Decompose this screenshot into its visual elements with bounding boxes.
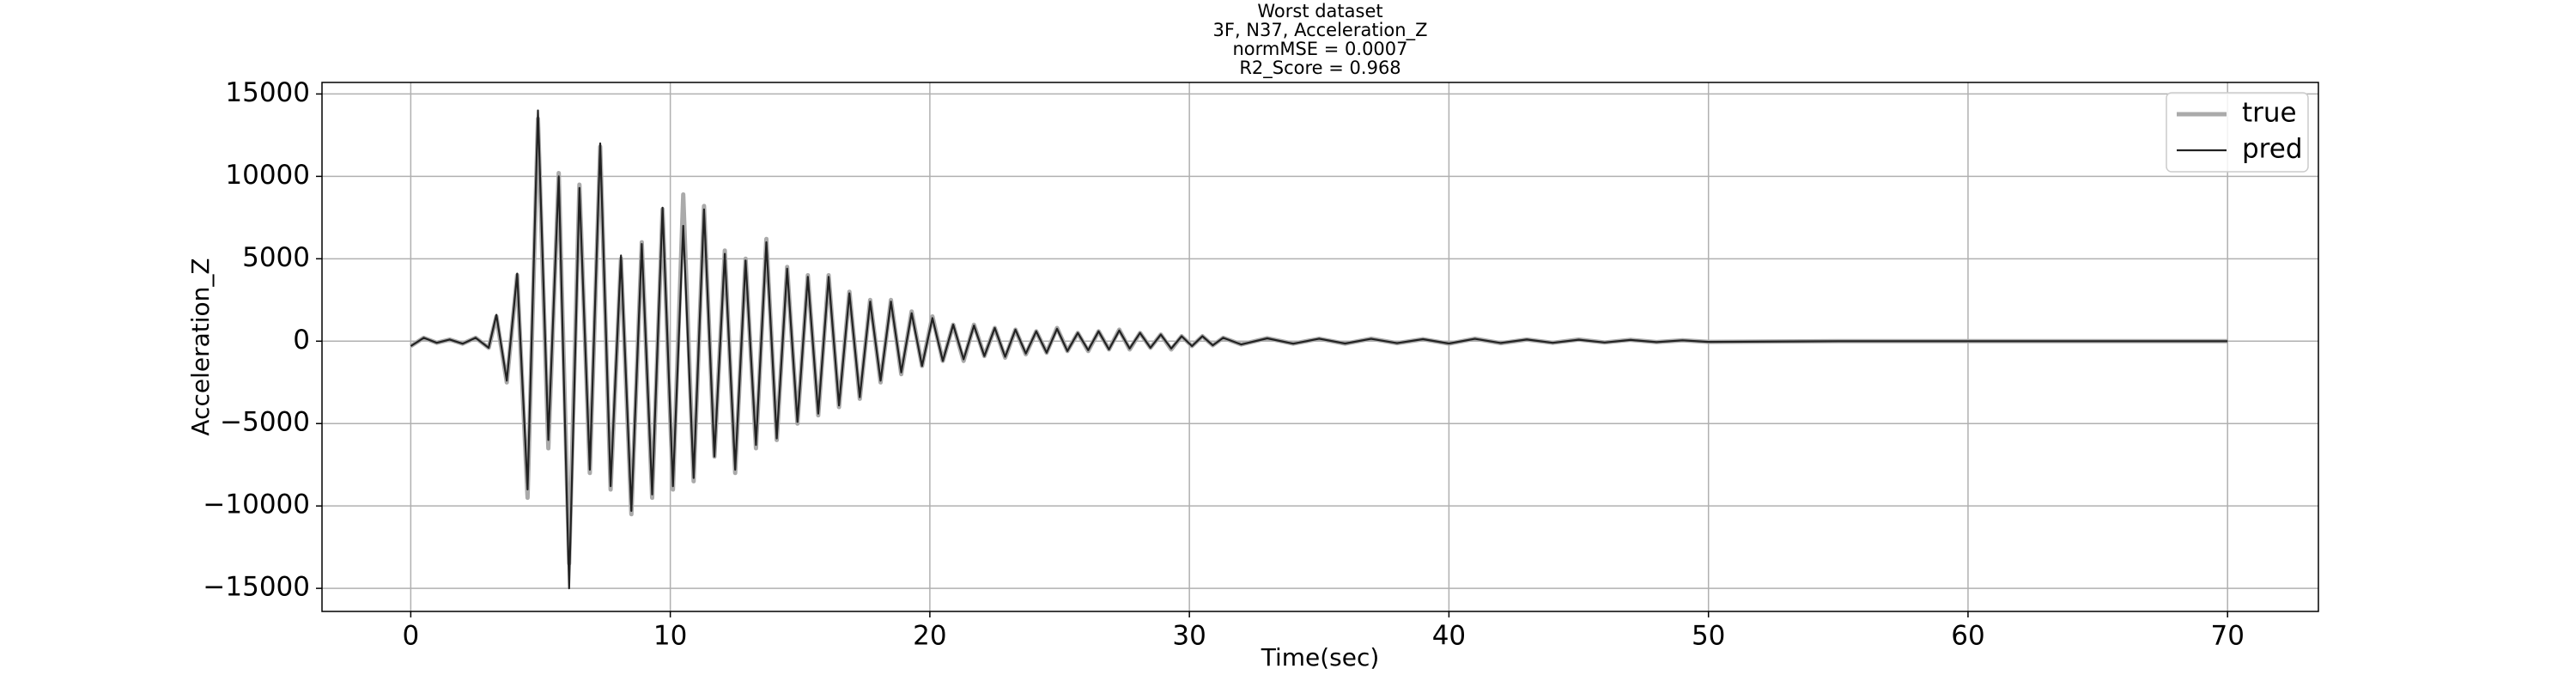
y-tick-label: −5000: [220, 407, 310, 438]
y-tick-label: 5000: [242, 242, 310, 273]
x-tick-label: 40: [1432, 621, 1466, 652]
series-line: [410, 109, 2228, 590]
y-tick-label: −10000: [203, 489, 310, 520]
x-tick-label: 70: [2210, 621, 2244, 652]
chart-title: Worst dataset: [1257, 1, 1382, 21]
chart-title: normMSE = 0.0007: [1232, 39, 1407, 59]
y-tick-label: 0: [293, 325, 310, 356]
x-axis-label: Time(sec): [1261, 643, 1380, 672]
chart-title: R2_Score = 0.968: [1239, 58, 1400, 79]
x-tick-label: 30: [1172, 621, 1206, 652]
x-tick-label: 60: [1951, 621, 1984, 652]
plot-frame: [321, 82, 2319, 612]
legend-label: true: [2242, 98, 2297, 129]
y-tick-label: 10000: [225, 160, 310, 191]
legend-label: pred: [2242, 134, 2303, 165]
x-tick-label: 0: [403, 621, 420, 652]
x-tick-label: 20: [913, 621, 946, 652]
y-axis-label: Acceleration_Z: [186, 258, 215, 435]
y-tick-label: −15000: [203, 572, 310, 603]
y-tick-label: 15000: [225, 77, 310, 108]
x-tick-label: 50: [1692, 621, 1725, 652]
chart-title: 3F, N37, Acceleration_Z: [1213, 20, 1428, 41]
x-tick-label: 10: [653, 621, 687, 652]
